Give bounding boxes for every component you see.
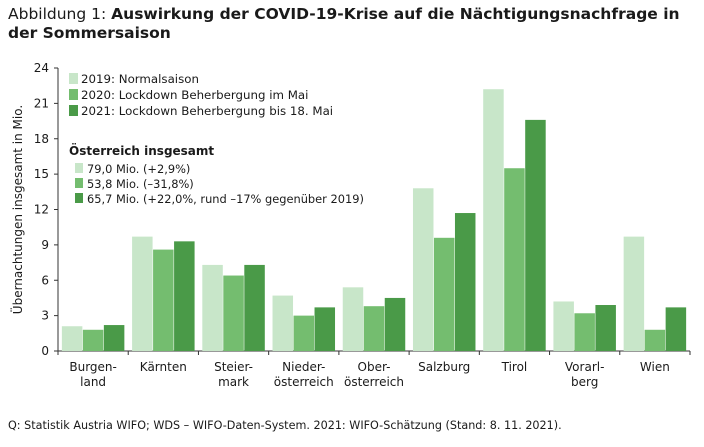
- bar: [153, 249, 174, 351]
- totals-heading: Österreich insgesamt: [69, 143, 214, 158]
- x-tick-label: Steier-: [214, 360, 253, 374]
- x-tick-label: österreich: [344, 375, 404, 389]
- bar: [223, 275, 244, 351]
- bar: [384, 297, 406, 351]
- totals-label: 79,0 Mio. (+2,9%): [87, 162, 190, 176]
- bar: [202, 264, 223, 351]
- bar: [314, 307, 336, 351]
- x-tick-label: Nieder-: [282, 360, 325, 374]
- figure-number: Abbildung 1:: [8, 5, 112, 23]
- y-tick-label: 15: [34, 167, 49, 181]
- x-tick-label: Vorarl-: [565, 360, 605, 374]
- y-tick-label: 0: [41, 344, 49, 358]
- x-tick-label: Kärnten: [140, 360, 187, 374]
- bar: [244, 264, 265, 351]
- legend-label: 2019: Normalsaison: [81, 72, 199, 86]
- legend-label: 2020: Lockdown Beherbergung im Mai: [81, 88, 308, 102]
- bar: [412, 188, 434, 351]
- totals-label: 65,7 Mio. (+22,0%, rund –17% gegenüber 2…: [87, 192, 364, 206]
- x-tick-label: land: [80, 375, 106, 389]
- legend-label: 2021: Lockdown Beherbergung bis 18. Mai: [81, 104, 333, 118]
- bar: [525, 119, 546, 351]
- x-tick-label: berg: [571, 375, 598, 389]
- bar: [644, 329, 666, 351]
- totals-swatch: [75, 163, 83, 173]
- bar: [103, 325, 125, 351]
- totals-label: 53,8 Mio. (–31,8%): [87, 177, 194, 191]
- x-tick-label: österreich: [274, 375, 334, 389]
- x-tick-label: Burgen-: [69, 360, 117, 374]
- totals-swatch: [75, 178, 83, 188]
- legend-swatch: [69, 105, 78, 116]
- bar: [132, 236, 153, 351]
- bar: [272, 295, 294, 351]
- bar: [433, 237, 455, 351]
- bar: [61, 326, 83, 351]
- bar: [342, 287, 364, 351]
- y-tick-label: 18: [34, 132, 49, 146]
- axes: 0 3 6 9 12 15 18 21 24 Übernachtungen insgesamt i…: [9, 61, 691, 389]
- totals-swatch: [75, 193, 83, 203]
- x-tick-label: Salzburg: [418, 360, 470, 374]
- bar: [363, 306, 385, 351]
- legend: 2019: Normalsaison 2020: Lockdown Beherbe…: [69, 72, 364, 206]
- x-tick-label: Wien: [640, 360, 670, 374]
- legend-swatch: [69, 89, 78, 100]
- chart-title: Abbildung 1: Auswirkung der COVID-19-Kri…: [8, 5, 698, 43]
- legend-swatch: [69, 73, 78, 84]
- bar: [574, 313, 595, 351]
- figure-title: Auswirkung der COVID-19-Krise auf die Nä…: [8, 5, 680, 42]
- x-tick-label: Ober-: [358, 360, 391, 374]
- bars: [61, 89, 687, 351]
- bar: [595, 305, 616, 351]
- y-tick-label: 9: [41, 238, 49, 252]
- bar: [665, 307, 687, 351]
- bar: [623, 236, 645, 351]
- y-tick-label: 6: [41, 273, 49, 287]
- x-tick-label: mark: [218, 375, 249, 389]
- y-tick-label: 3: [41, 309, 49, 323]
- bar: [553, 301, 574, 351]
- x-tick-label: Tirol: [501, 360, 528, 374]
- bar: [454, 213, 476, 351]
- bar: [293, 315, 315, 351]
- y-tick-label: 24: [34, 61, 49, 75]
- source-note: Q: Statistik Austria WIFO; WDS – WIFO-Da…: [8, 419, 562, 432]
- bar: [483, 89, 504, 351]
- bar: [82, 329, 104, 351]
- y-tick-label: 21: [34, 96, 49, 110]
- bar: [174, 241, 195, 351]
- y-axis-label: Übernachtungen insgesamt in Mio.: [9, 105, 25, 314]
- y-tick-label: 12: [34, 203, 49, 217]
- bar: [504, 168, 525, 351]
